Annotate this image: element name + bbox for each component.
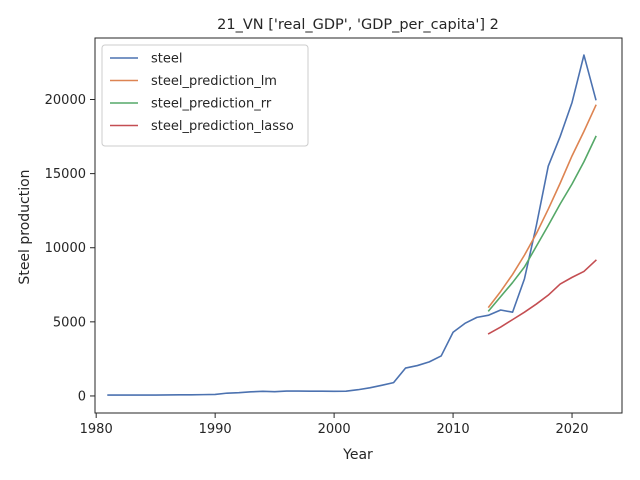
- x-tick-label: 1980: [80, 422, 113, 437]
- x-tick-label: 2020: [555, 422, 588, 437]
- legend: steel steel_prediction_lm steel_prediction…: [101, 44, 309, 147]
- legend-label: steel_prediction_rr: [151, 97, 272, 112]
- legend-label: steel_prediction_lm: [151, 74, 277, 89]
- x-axis-label: Year: [342, 447, 373, 463]
- series-line-steel-prediction-lm: [487, 104, 597, 309]
- axes-frame: [94, 37, 623, 414]
- series-line-steel: [107, 54, 597, 396]
- series-line-steel-prediction-lasso: [487, 259, 597, 335]
- y-tick-label: 10000: [45, 241, 86, 256]
- x-tick-label: 2000: [318, 422, 351, 437]
- legend-label: steel_prediction_lasso: [151, 119, 294, 134]
- y-tick-label: 15000: [45, 167, 86, 182]
- y-axis-label: Steel production: [17, 169, 33, 284]
- y-tick-label: 5000: [53, 315, 86, 330]
- x-tick-label: 2010: [437, 422, 470, 437]
- series-line-steel-prediction-rr: [487, 135, 597, 312]
- x-tick-label: 1990: [199, 422, 232, 437]
- y-tick-label: 0: [78, 389, 86, 404]
- plot-area: 1980 1990 2000 2010 2020 0 5000 10000 15000 20000: [45, 37, 623, 437]
- legend-label: steel: [151, 52, 182, 67]
- chart-title: 21_VN ['real_GDP', 'GDP_per_capita'] 2: [217, 17, 499, 33]
- legend-box: [101, 44, 309, 147]
- y-tick-label: 20000: [45, 93, 86, 108]
